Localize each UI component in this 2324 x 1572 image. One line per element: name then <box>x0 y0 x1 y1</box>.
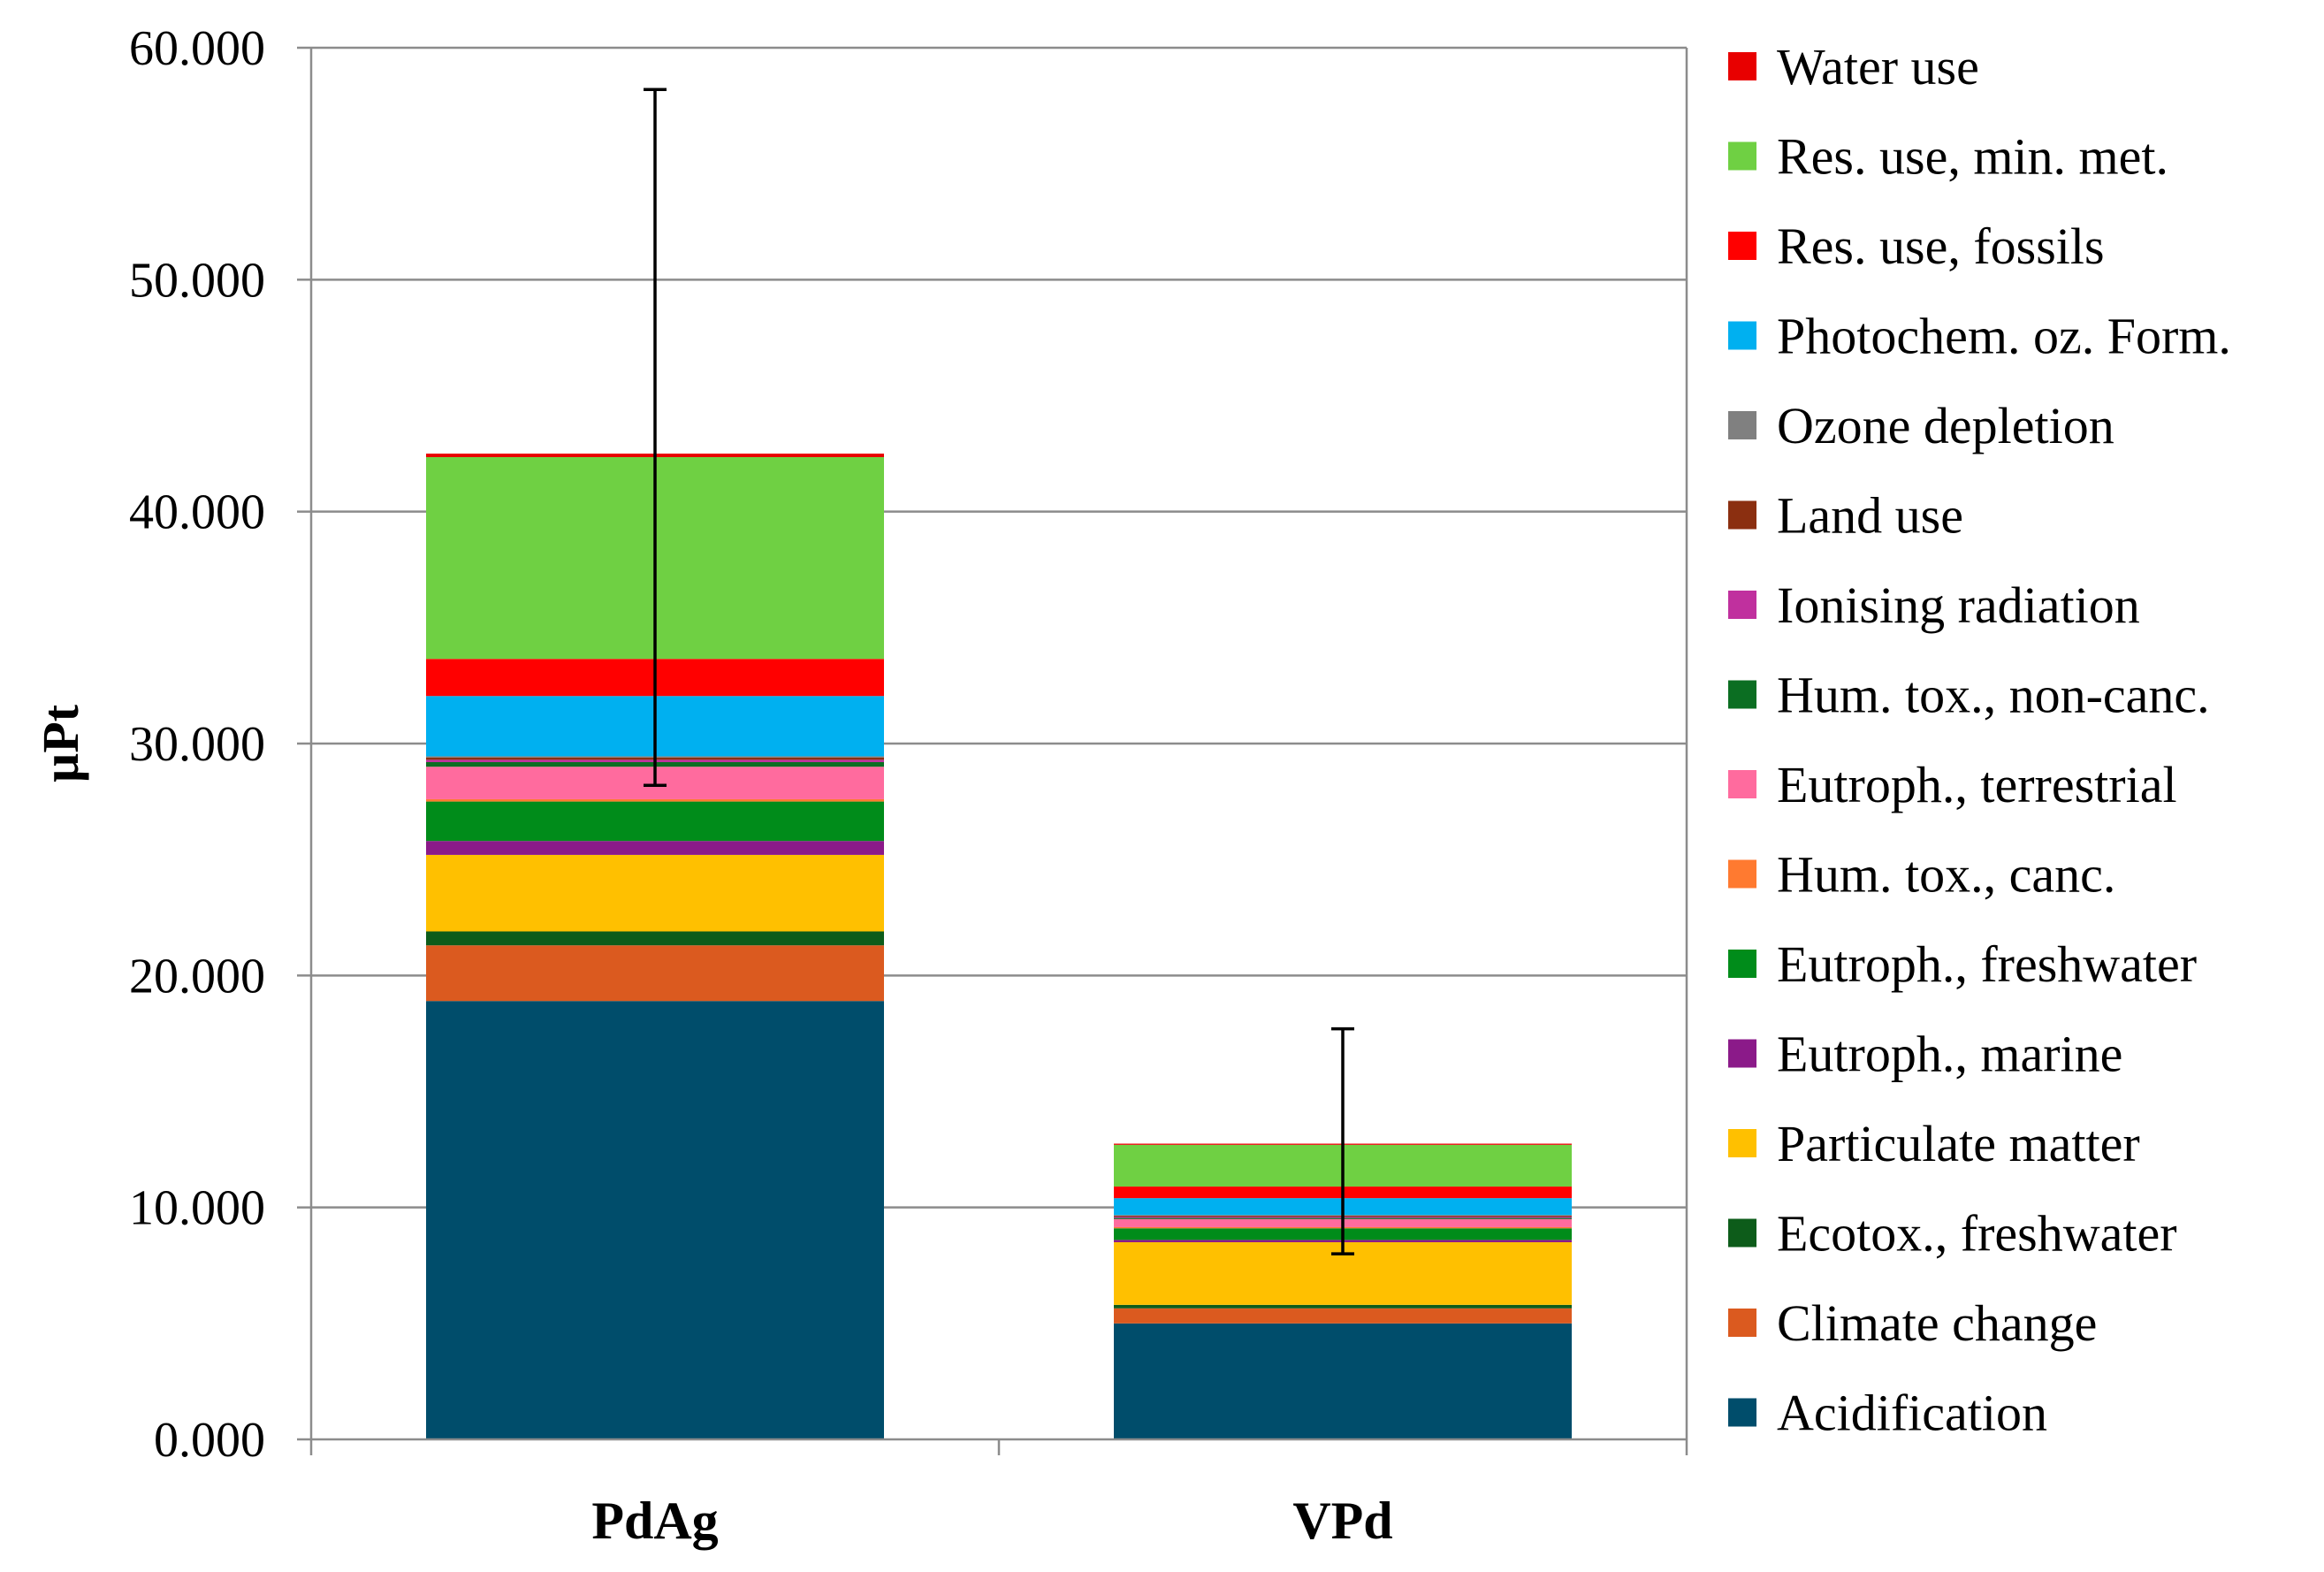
y-tick-label: 10.000 <box>129 1181 265 1236</box>
legend-label: Photochem. oz. Form. <box>1777 308 2231 365</box>
bar-segment-vpd-acidification <box>1114 1323 1572 1439</box>
bar-segment-pdag-climate-change <box>426 945 884 1002</box>
legend-swatch <box>1728 411 1756 439</box>
legend-label: Ozone depletion <box>1777 397 2114 454</box>
legend-swatch <box>1728 1218 1756 1248</box>
bar-segment-pdag-hum-tox-canc <box>426 798 884 802</box>
legend-item-acidification: Acidification <box>1728 1385 2047 1442</box>
legend-item-land-use: Land use <box>1728 487 1963 545</box>
legend-item-eutroph-marine: Eutroph., marine <box>1728 1026 2122 1083</box>
legend-swatch <box>1728 950 1756 978</box>
legend-label: Eutroph., freshwater <box>1777 935 2197 993</box>
legend-swatch <box>1728 1398 1756 1427</box>
error-bar-vpd <box>1331 1026 1354 1255</box>
y-tick-label: 50.000 <box>129 253 265 308</box>
legend-swatch <box>1728 1309 1756 1337</box>
legend-label: Acidification <box>1777 1385 2047 1442</box>
error-bar-pdag <box>644 88 667 787</box>
legend-swatch <box>1728 1129 1756 1157</box>
y-axis-title: µPt <box>32 704 89 782</box>
x-category-label-pdag: PdAg <box>591 1492 718 1550</box>
bar-segment-pdag-particulate-matter <box>426 854 884 932</box>
legend-label: Hum. tox., canc. <box>1777 846 2115 904</box>
legend-item-photochem-oz-form: Photochem. oz. Form. <box>1728 308 2231 365</box>
legend: Water use Res. use, min. met. Res. use, fo… <box>1728 38 2231 1442</box>
legend-label: Res. use, fossils <box>1777 217 2105 275</box>
legend-item-ecotox-freshwater: Ecotox., freshwater <box>1728 1205 2177 1263</box>
legend-label: Particulate matter <box>1777 1115 2140 1172</box>
legend-label: Eutroph., terrestrial <box>1777 756 2177 813</box>
legend-label: Res. use, min. met. <box>1777 128 2168 186</box>
y-tick-label: 0.000 <box>154 1413 265 1468</box>
legend-swatch <box>1728 232 1756 260</box>
legend-item-res-use-min-met: Res. use, min. met. <box>1728 128 2168 186</box>
bars <box>426 454 1572 1439</box>
legend-item-particulate-matter: Particulate matter <box>1728 1115 2140 1172</box>
legend-swatch <box>1728 321 1756 350</box>
legend-label: Hum. tox., non-canc. <box>1777 667 2210 724</box>
bar-segment-pdag-eutroph-freshwater <box>426 801 884 842</box>
bar-segment-pdag-ecotox-freshwater <box>426 931 884 946</box>
legend-item-eutroph-freshwater: Eutroph., freshwater <box>1728 935 2197 993</box>
legend-label: Climate change <box>1777 1294 2097 1352</box>
legend-swatch <box>1728 591 1756 619</box>
legend-item-water-use: Water use <box>1728 38 1979 95</box>
legend-swatch <box>1728 680 1756 709</box>
legend-item-ozone-depletion: Ozone depletion <box>1728 397 2114 454</box>
error-bars <box>644 88 1354 1255</box>
legend-label: Land use <box>1777 487 1963 545</box>
x-category-label-vpd: VPd <box>1292 1492 1392 1550</box>
bar-segment-pdag-eutroph-marine <box>426 841 884 855</box>
legend-swatch <box>1728 500 1756 530</box>
legend-item-hum-tox-non-canc: Hum. tox., non-canc. <box>1728 667 2210 724</box>
legend-swatch <box>1728 52 1756 80</box>
y-tick-label: 20.000 <box>129 949 265 1003</box>
bar-segment-vpd-ecotox-freshwater <box>1114 1304 1572 1309</box>
legend-item-eutroph-terrestrial: Eutroph., terrestrial <box>1728 756 2177 813</box>
y-tick-label: 30.000 <box>129 717 265 772</box>
axes: 0.000 10.000 20.000 30.000 40.000 50.000 60.00… <box>32 21 1688 1550</box>
bar-segment-pdag-acidification <box>426 1001 884 1439</box>
legend-label: Water use <box>1777 38 1979 95</box>
legend-swatch <box>1728 1039 1756 1068</box>
legend-label: Ecotox., freshwater <box>1777 1205 2177 1263</box>
legend-swatch <box>1728 859 1756 889</box>
legend-item-hum-tox-canc: Hum. tox., canc. <box>1728 846 2115 904</box>
legend-label: Ionising radiation <box>1777 576 2140 634</box>
legend-item-res-use-fossils: Res. use, fossils <box>1728 217 2105 275</box>
y-tick-label: 60.000 <box>129 21 265 76</box>
y-tick-label: 40.000 <box>129 485 265 540</box>
legend-swatch <box>1728 141 1756 171</box>
legend-swatch <box>1728 770 1756 798</box>
legend-item-climate-change: Climate change <box>1728 1294 2097 1352</box>
bar-segment-vpd-climate-change <box>1114 1308 1572 1324</box>
legend-label: Eutroph., marine <box>1777 1026 2122 1083</box>
legend-item-ionising-radiation: Ionising radiation <box>1728 576 2140 634</box>
